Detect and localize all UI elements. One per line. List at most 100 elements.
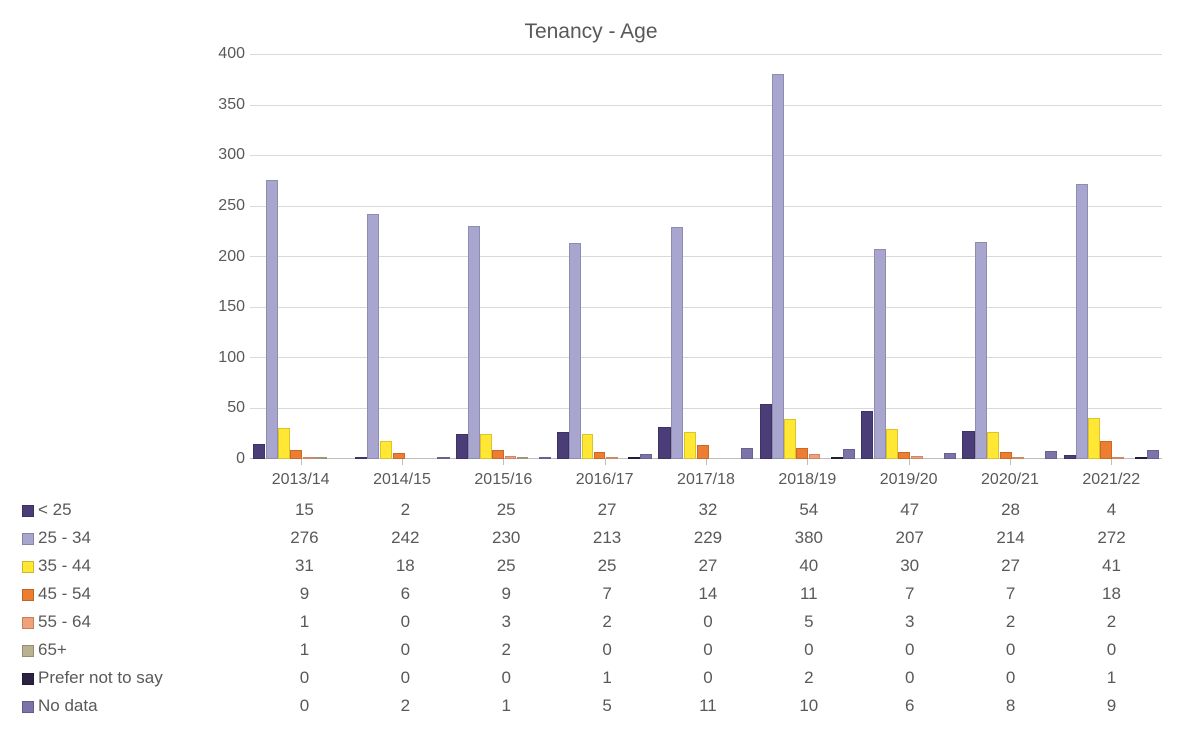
bar bbox=[898, 452, 910, 459]
data-cell: 25 bbox=[456, 496, 557, 524]
data-cell: 5 bbox=[758, 608, 859, 636]
bar bbox=[480, 434, 492, 459]
data-cell: 10 bbox=[758, 692, 859, 720]
legend-swatch bbox=[22, 673, 34, 685]
bar bbox=[569, 243, 581, 459]
data-cell: 25 bbox=[557, 552, 658, 580]
data-cell: 6 bbox=[859, 692, 960, 720]
data-cell: 27 bbox=[960, 552, 1061, 580]
bar-group bbox=[959, 54, 1060, 459]
data-cell: 1 bbox=[254, 636, 355, 664]
x-label: 2013/14 bbox=[250, 459, 351, 494]
bar bbox=[843, 449, 855, 459]
x-label: 2018/19 bbox=[757, 459, 858, 494]
x-label: 2017/18 bbox=[655, 459, 756, 494]
series-name: < 25 bbox=[38, 500, 72, 519]
bar bbox=[582, 434, 594, 459]
series-label: 25 - 34 bbox=[20, 524, 254, 552]
data-cell: 9 bbox=[456, 580, 557, 608]
bar bbox=[784, 419, 796, 460]
series-label: < 25 bbox=[20, 496, 254, 524]
legend-swatch bbox=[22, 617, 34, 629]
bar-group bbox=[1061, 54, 1162, 459]
series-name: No data bbox=[38, 696, 98, 715]
bar bbox=[1045, 451, 1057, 459]
data-cell: 2 bbox=[355, 496, 456, 524]
data-cell: 2 bbox=[758, 664, 859, 692]
data-cell: 0 bbox=[758, 636, 859, 664]
table-row: 55 - 64103205322 bbox=[20, 608, 1162, 636]
legend-swatch bbox=[22, 533, 34, 545]
chart-title: Tenancy - Age bbox=[20, 20, 1162, 44]
bar bbox=[962, 431, 974, 459]
bar bbox=[658, 427, 670, 459]
bar bbox=[741, 448, 753, 459]
bar bbox=[1076, 184, 1088, 459]
legend-swatch bbox=[22, 701, 34, 713]
x-label: 2015/16 bbox=[453, 459, 554, 494]
series-label: 35 - 44 bbox=[20, 552, 254, 580]
data-cell: 0 bbox=[658, 664, 759, 692]
legend-swatch bbox=[22, 645, 34, 657]
bar-group bbox=[655, 54, 756, 459]
data-cell: 54 bbox=[758, 496, 859, 524]
bar bbox=[772, 74, 784, 459]
data-cell: 47 bbox=[859, 496, 960, 524]
data-cell: 207 bbox=[859, 524, 960, 552]
bar bbox=[278, 428, 290, 459]
table-row: < 251522527325447284 bbox=[20, 496, 1162, 524]
data-cell: 9 bbox=[254, 580, 355, 608]
y-tick: 100 bbox=[200, 349, 245, 367]
data-cell: 30 bbox=[859, 552, 960, 580]
data-cell: 2 bbox=[456, 636, 557, 664]
x-label: 2020/21 bbox=[959, 459, 1060, 494]
table-row: No data02151110689 bbox=[20, 692, 1162, 720]
bar-group bbox=[250, 54, 351, 459]
data-cell: 230 bbox=[456, 524, 557, 552]
y-tick: 200 bbox=[200, 248, 245, 266]
bars-layer bbox=[250, 54, 1162, 459]
data-cell: 214 bbox=[960, 524, 1061, 552]
data-cell: 3 bbox=[456, 608, 557, 636]
bar bbox=[987, 432, 999, 459]
data-cell: 9 bbox=[1061, 692, 1162, 720]
bar bbox=[975, 242, 987, 459]
y-tick: 300 bbox=[200, 146, 245, 164]
bar bbox=[684, 432, 696, 459]
bar bbox=[253, 444, 265, 459]
bar bbox=[557, 432, 569, 459]
bar bbox=[697, 445, 709, 459]
data-cell: 380 bbox=[758, 524, 859, 552]
data-cell: 40 bbox=[758, 552, 859, 580]
data-cell: 0 bbox=[355, 636, 456, 664]
bar-group bbox=[453, 54, 554, 459]
x-axis: 2013/142014/152015/162016/172017/182018/… bbox=[250, 459, 1162, 494]
data-cell: 0 bbox=[254, 692, 355, 720]
series-name: 65+ bbox=[38, 640, 67, 659]
series-label: 45 - 54 bbox=[20, 580, 254, 608]
y-tick: 400 bbox=[200, 45, 245, 63]
table-row: 35 - 44311825252740302741 bbox=[20, 552, 1162, 580]
legend-swatch bbox=[22, 505, 34, 517]
data-cell: 0 bbox=[355, 664, 456, 692]
data-cell: 1 bbox=[456, 692, 557, 720]
bar-group bbox=[554, 54, 655, 459]
x-label: 2014/15 bbox=[351, 459, 452, 494]
series-label: No data bbox=[20, 692, 254, 720]
legend-swatch bbox=[22, 561, 34, 573]
series-label: 55 - 64 bbox=[20, 608, 254, 636]
data-cell: 31 bbox=[254, 552, 355, 580]
plot-area: 050100150200250300350400 2013/142014/152… bbox=[250, 54, 1162, 494]
data-cell: 11 bbox=[658, 692, 759, 720]
data-cell: 18 bbox=[355, 552, 456, 580]
series-label: 65+ bbox=[20, 636, 254, 664]
series-label: Prefer not to say bbox=[20, 664, 254, 692]
series-name: 25 - 34 bbox=[38, 528, 91, 547]
data-cell: 0 bbox=[1061, 636, 1162, 664]
bar bbox=[456, 434, 468, 459]
bar bbox=[760, 404, 772, 459]
table-row: 65+102000000 bbox=[20, 636, 1162, 664]
series-name: 55 - 64 bbox=[38, 612, 91, 631]
data-cell: 7 bbox=[557, 580, 658, 608]
series-name: 45 - 54 bbox=[38, 584, 91, 603]
